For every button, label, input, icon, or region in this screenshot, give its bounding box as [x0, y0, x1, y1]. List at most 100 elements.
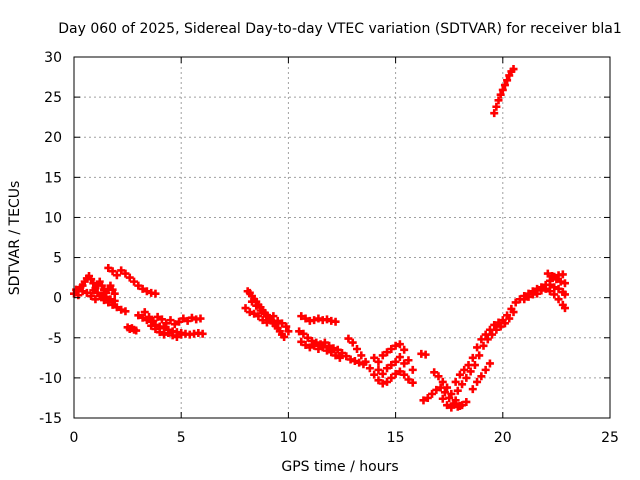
data-point: [447, 389, 456, 398]
data-point: [473, 377, 482, 386]
data-point: [383, 364, 392, 373]
data-point: [434, 372, 443, 381]
data-point: [258, 316, 267, 325]
data-point: [451, 399, 460, 408]
data-point: [87, 292, 96, 301]
data-point: [269, 312, 278, 321]
data-point: [247, 297, 256, 306]
data-point: [301, 314, 310, 323]
data-point: [344, 334, 353, 343]
data-point: [490, 320, 499, 329]
data-point: [408, 378, 417, 387]
data-point: [117, 305, 126, 314]
data-point: [447, 403, 456, 412]
data-point: [387, 345, 396, 354]
data-point: [82, 288, 91, 297]
data-point: [305, 343, 314, 352]
data-point: [494, 96, 503, 105]
data-point: [556, 277, 565, 286]
data-point: [155, 328, 164, 337]
data-point: [262, 318, 271, 327]
data-point: [196, 314, 205, 323]
data-point: [320, 338, 329, 347]
data-point: [314, 314, 323, 323]
data-point: [470, 361, 479, 370]
data-point: [318, 343, 327, 352]
data-point: [157, 315, 166, 324]
data-point: [419, 396, 428, 405]
data-point: [383, 377, 392, 386]
data-point: [256, 306, 265, 315]
data-point: [295, 327, 304, 336]
data-point: [370, 370, 379, 379]
data-point: [468, 385, 477, 394]
data-point: [138, 284, 147, 293]
data-point: [338, 349, 346, 358]
data-points: [70, 65, 569, 412]
data-point: [498, 85, 507, 94]
y-tick-label: 15: [44, 170, 62, 186]
data-point: [245, 308, 254, 317]
data-point: [560, 290, 569, 299]
data-point: [153, 312, 162, 321]
data-point: [149, 316, 158, 325]
data-point: [177, 330, 186, 339]
data-point: [473, 343, 482, 352]
data-point: [78, 287, 87, 296]
data-point: [395, 367, 404, 376]
data-point: [310, 341, 319, 350]
data-point: [132, 326, 141, 335]
x-axis-label: GPS time / hours: [281, 459, 398, 475]
data-point: [357, 351, 366, 360]
y-tick-label: 0: [53, 291, 62, 307]
data-point: [331, 317, 340, 326]
y-tick-label: 25: [44, 90, 62, 106]
data-point: [97, 281, 106, 290]
data-point: [329, 344, 338, 353]
data-point: [108, 300, 117, 309]
data-point: [383, 348, 392, 357]
data-point: [462, 397, 471, 406]
data-point: [147, 321, 156, 330]
data-point: [468, 353, 477, 362]
data-point: [322, 346, 331, 355]
data-point: [378, 351, 387, 360]
data-point: [550, 290, 559, 299]
data-point: [187, 313, 196, 322]
data-point: [423, 393, 432, 402]
data-point: [325, 341, 334, 350]
grid-lines: [74, 57, 610, 418]
data-point: [550, 283, 559, 292]
data-point: [408, 365, 417, 374]
data-point: [404, 356, 413, 365]
data-point: [374, 365, 383, 374]
data-point: [348, 338, 357, 347]
data-point: [314, 345, 323, 354]
data-point: [170, 320, 179, 329]
data-point: [322, 315, 331, 324]
data-point: [503, 76, 512, 85]
data-point: [462, 373, 471, 382]
x-tick-label: 0: [70, 430, 79, 446]
data-point: [95, 277, 104, 286]
data-point: [374, 376, 383, 385]
data-point: [400, 359, 409, 368]
data-point: [500, 319, 509, 328]
data-point: [297, 312, 306, 321]
data-point: [327, 348, 336, 357]
data-point: [460, 365, 469, 374]
data-point: [428, 389, 437, 398]
data-point: [106, 295, 115, 304]
data-point: [89, 286, 98, 295]
data-point: [172, 332, 181, 341]
data-point: [496, 322, 505, 331]
data-point: [509, 308, 518, 317]
data-point: [353, 345, 362, 354]
y-tick-label: -10: [39, 371, 62, 387]
data-point: [335, 353, 344, 362]
data-point: [505, 71, 514, 80]
data-point: [438, 394, 447, 403]
data-point: [451, 377, 460, 386]
data-point: [97, 291, 106, 300]
